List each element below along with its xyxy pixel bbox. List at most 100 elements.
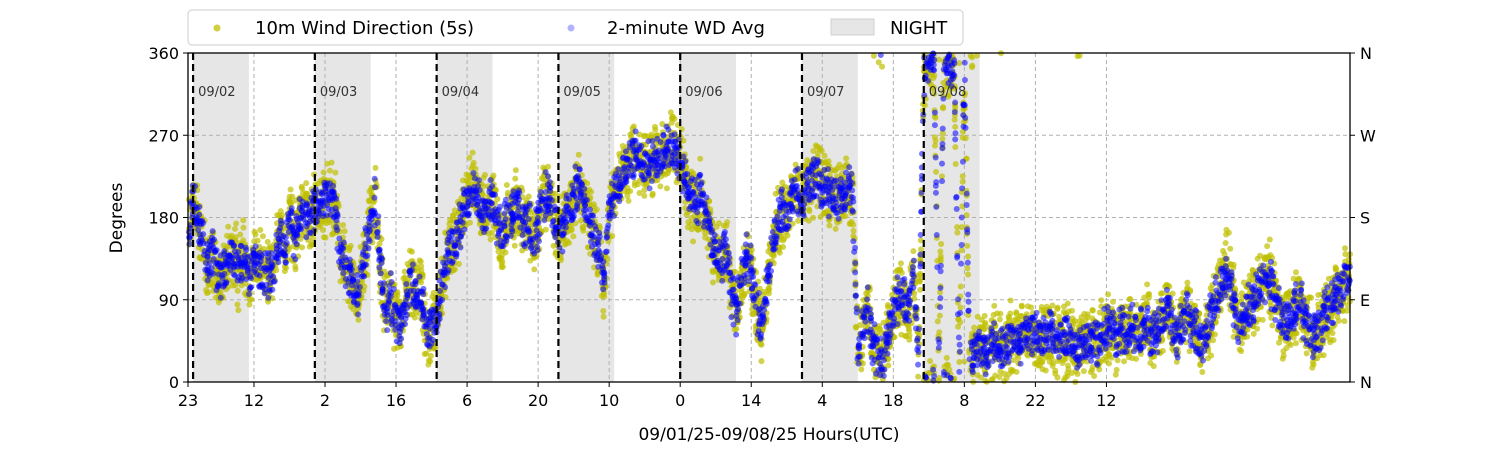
five-sec-point — [1227, 245, 1234, 252]
two-min-point — [282, 259, 289, 266]
five-sec-point — [1310, 361, 1317, 368]
five-sec-point — [936, 329, 943, 336]
five-sec-point — [1208, 352, 1215, 359]
five-sec-point — [328, 231, 335, 238]
five-sec-point — [303, 180, 310, 187]
five-sec-point — [204, 289, 211, 296]
five-sec-point — [870, 52, 877, 59]
five-sec-point — [741, 291, 748, 298]
five-sec-point — [1091, 372, 1098, 379]
two-min-point — [312, 192, 319, 199]
five-sec-point — [931, 134, 938, 141]
five-sec-point — [376, 240, 383, 247]
five-sec-point — [1145, 294, 1152, 301]
five-sec-point — [965, 312, 972, 319]
five-sec-point — [821, 152, 828, 159]
five-sec-point — [954, 229, 961, 236]
five-sec-point — [780, 244, 787, 251]
five-sec-point — [1150, 363, 1157, 370]
five-sec-point — [1222, 240, 1229, 247]
five-sec-point — [1327, 336, 1334, 343]
two-min-point — [256, 249, 263, 256]
five-sec-point — [810, 214, 817, 221]
five-sec-point — [997, 368, 1004, 375]
five-sec-point — [954, 224, 961, 231]
five-sec-point — [1266, 236, 1273, 243]
five-sec-point — [1042, 367, 1049, 374]
five-sec-point — [969, 62, 976, 69]
two-min-point — [231, 263, 238, 270]
two-min-point — [273, 231, 280, 238]
five-sec-point — [958, 247, 965, 254]
two-min-point — [206, 259, 213, 266]
five-sec-point — [667, 109, 674, 116]
five-sec-point — [636, 190, 643, 197]
two-min-point — [198, 221, 205, 228]
two-min-point — [297, 215, 304, 222]
two-min-point — [282, 234, 289, 241]
five-sec-point — [225, 223, 232, 230]
five-sec-point — [957, 319, 964, 326]
five-sec-point — [996, 316, 1003, 323]
five-sec-point — [600, 313, 607, 320]
five-sec-point — [963, 212, 970, 219]
two-min-point — [252, 259, 259, 266]
five-sec-point — [1255, 316, 1262, 323]
five-sec-point — [575, 151, 582, 158]
five-sec-point — [939, 135, 946, 142]
five-sec-point — [1292, 269, 1299, 276]
two-min-point — [200, 231, 207, 238]
five-sec-point — [1267, 252, 1274, 259]
two-min-point — [208, 269, 215, 276]
five-sec-point — [961, 90, 968, 97]
five-sec-point — [939, 130, 946, 137]
five-sec-point — [843, 155, 850, 162]
five-sec-point — [1028, 304, 1035, 311]
five-sec-point — [959, 178, 966, 185]
five-sec-point — [937, 248, 944, 255]
five-sec-point — [251, 238, 258, 245]
five-sec-point — [885, 362, 892, 369]
five-sec-point — [485, 230, 492, 237]
five-sec-point — [1108, 354, 1115, 361]
five-sec-point — [1069, 315, 1076, 322]
two-min-point — [247, 275, 254, 282]
five-sec-point — [1089, 367, 1096, 374]
two-min-point — [247, 265, 254, 272]
five-sec-point — [469, 149, 476, 156]
five-sec-point — [1264, 243, 1271, 250]
five-sec-point — [857, 322, 864, 329]
five-sec-point — [784, 232, 791, 239]
five-sec-point — [850, 227, 857, 234]
five-sec-point — [1344, 307, 1351, 314]
two-min-point — [195, 227, 202, 234]
five-sec-point — [1254, 325, 1261, 332]
five-sec-point — [1007, 297, 1014, 304]
five-sec-point — [455, 261, 462, 268]
five-sec-point — [955, 323, 962, 330]
five-sec-point — [1076, 52, 1083, 59]
five-sec-point — [906, 328, 913, 335]
five-sec-point — [1121, 358, 1128, 365]
five-sec-point — [421, 351, 428, 358]
five-sec-point — [590, 201, 597, 208]
five-sec-point — [936, 312, 943, 319]
two-min-point — [196, 204, 203, 211]
five-sec-point — [962, 135, 969, 142]
five-sec-point — [345, 298, 352, 305]
five-sec-point — [1280, 352, 1287, 359]
five-sec-point — [340, 221, 347, 228]
five-sec-point — [916, 278, 923, 285]
five-sec-point — [641, 187, 648, 194]
five-sec-point — [850, 233, 857, 240]
five-sec-point — [601, 293, 608, 300]
five-sec-point — [988, 376, 995, 383]
five-sec-point — [770, 252, 777, 259]
five-sec-point — [938, 173, 945, 180]
five-sec-point — [286, 199, 293, 206]
five-sec-point — [1113, 366, 1120, 373]
five-sec-point — [570, 233, 577, 240]
five-sec-point — [748, 247, 755, 254]
five-sec-point — [1159, 290, 1166, 297]
five-sec-point — [958, 224, 965, 231]
